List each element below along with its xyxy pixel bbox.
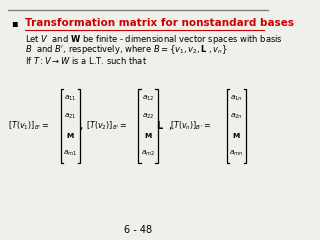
Text: $a_{mn}$: $a_{mn}$	[229, 149, 244, 158]
Text: $a_{21}$: $a_{21}$	[64, 112, 77, 121]
Text: $\mathbf{M}$: $\mathbf{M}$	[66, 131, 75, 140]
Text: $a_{m2}$: $a_{m2}$	[141, 149, 155, 158]
Text: $a_{11}$: $a_{11}$	[64, 94, 77, 103]
Text: $\mathbf{M}$: $\mathbf{M}$	[144, 131, 152, 140]
Text: $a_{2n}$: $a_{2n}$	[230, 112, 243, 121]
Text: If $T : V \rightarrow W$ is a L.T. such that: If $T : V \rightarrow W$ is a L.T. such …	[25, 54, 147, 66]
Text: $\left[T(v_2)\right]_{B'}=$: $\left[T(v_2)\right]_{B'}=$	[86, 120, 127, 132]
Text: $\mathbf{M}$: $\mathbf{M}$	[232, 131, 241, 140]
Text: Let $\it{V}$  and $\mathbf{W}$ be finite - dimensional vector spaces with basis: Let $\it{V}$ and $\mathbf{W}$ be finite …	[25, 33, 283, 46]
Text: $\left[T(v_1)\right]_{B'}=$: $\left[T(v_1)\right]_{B'}=$	[8, 120, 50, 132]
Text: $\left[T(v_n)\right]_{B'}=$: $\left[T(v_n)\right]_{B'}=$	[170, 120, 212, 132]
Text: Transformation matrix for nonstandard bases: Transformation matrix for nonstandard ba…	[25, 18, 294, 28]
Text: $a_{22}$: $a_{22}$	[142, 112, 154, 121]
Text: ▪: ▪	[11, 18, 18, 28]
Text: 6 - 48: 6 - 48	[124, 225, 152, 235]
Text: $\mathbf{\it{B}}$  and $\mathbf{\it{B'}}$, respectively, where $B = \{v_1, v_2, : $\mathbf{\it{B}}$ and $\mathbf{\it{B'}}$…	[25, 43, 228, 56]
Text: $a_{m1}$: $a_{m1}$	[63, 149, 78, 158]
Text: $a_{1n}$: $a_{1n}$	[230, 94, 243, 103]
Text: $\mathbf{L}$  ,: $\mathbf{L}$ ,	[156, 120, 173, 132]
Text: $a_{12}$: $a_{12}$	[142, 94, 154, 103]
Text: ,: ,	[79, 121, 82, 131]
